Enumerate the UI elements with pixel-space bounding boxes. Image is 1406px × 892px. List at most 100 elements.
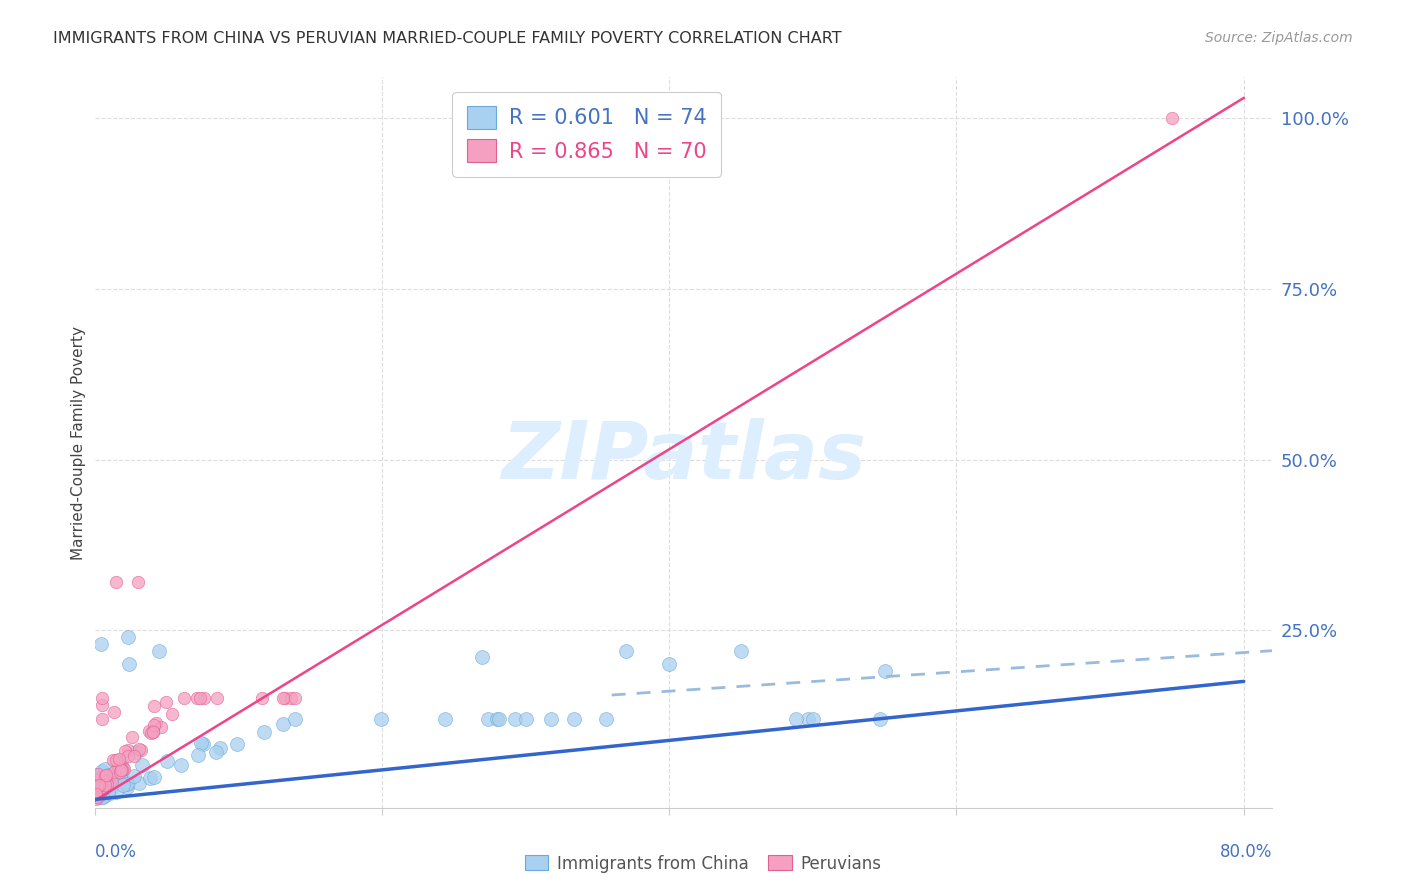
Point: [595, 712, 617, 726]
Point: [486, 712, 509, 726]
Point: [96, 777, 118, 791]
Point: [658, 657, 681, 672]
Point: [103, 705, 125, 719]
Point: [87, 784, 110, 798]
Point: [540, 712, 562, 726]
Point: [128, 776, 150, 790]
Point: [93, 774, 115, 789]
Point: [433, 712, 456, 726]
Point: [89, 780, 111, 794]
Point: [209, 741, 232, 756]
Point: [225, 737, 247, 751]
Point: [252, 691, 274, 706]
Point: [117, 776, 139, 790]
Point: [108, 759, 131, 773]
Point: [103, 765, 125, 780]
Point: [105, 785, 128, 799]
Point: [86, 790, 108, 805]
Point: [107, 752, 129, 766]
Point: [148, 643, 170, 657]
Point: [797, 712, 820, 726]
Point: [730, 643, 752, 657]
Point: [785, 712, 807, 726]
Point: [190, 736, 212, 750]
Point: [139, 726, 162, 740]
Point: [104, 768, 127, 782]
Point: [96, 780, 118, 794]
Point: [139, 772, 162, 786]
Point: [471, 650, 494, 665]
Point: [90, 789, 112, 804]
Point: [110, 756, 132, 770]
Point: [503, 712, 526, 726]
Point: [162, 706, 184, 721]
Point: [110, 768, 132, 782]
Point: [142, 770, 165, 784]
Point: [90, 698, 112, 713]
Point: [104, 765, 127, 780]
Point: [91, 778, 114, 792]
Point: [86, 768, 108, 782]
Point: [131, 757, 153, 772]
Point: [142, 725, 165, 739]
Point: [125, 746, 148, 760]
Point: [86, 784, 108, 798]
Point: [90, 691, 112, 706]
Text: Source: ZipAtlas.com: Source: ZipAtlas.com: [1205, 31, 1353, 45]
Point: [283, 712, 305, 726]
Point: [284, 691, 307, 706]
Point: [86, 772, 108, 787]
Point: [253, 724, 276, 739]
Point: [89, 789, 111, 803]
Point: [142, 723, 165, 738]
Point: [89, 778, 111, 792]
Point: [86, 788, 108, 802]
Point: [188, 691, 211, 706]
Point: [170, 758, 193, 772]
Point: [110, 765, 132, 780]
Point: [207, 691, 229, 706]
Point: [122, 749, 145, 764]
Point: [94, 762, 117, 776]
Point: [112, 762, 135, 776]
Point: [87, 767, 110, 781]
Point: [84, 792, 107, 806]
Point: [271, 717, 294, 731]
Point: [90, 764, 112, 779]
Point: [191, 737, 214, 751]
Point: [274, 691, 297, 706]
Point: [100, 772, 122, 787]
Legend: Immigrants from China, Peruvians: Immigrants from China, Peruvians: [519, 848, 887, 880]
Point: [105, 575, 128, 590]
Point: [84, 772, 107, 787]
Point: [156, 755, 179, 769]
Point: [111, 778, 134, 792]
Point: [104, 753, 127, 767]
Point: [614, 643, 637, 657]
Point: [86, 780, 108, 794]
Point: [477, 712, 499, 726]
Point: [110, 756, 132, 770]
Point: [370, 712, 392, 726]
Text: 0.0%: 0.0%: [94, 843, 136, 862]
Point: [97, 768, 120, 782]
Point: [515, 712, 537, 726]
Point: [155, 695, 177, 709]
Point: [145, 715, 167, 730]
Point: [117, 780, 139, 795]
Point: [101, 774, 124, 789]
Point: [562, 712, 585, 726]
Point: [89, 786, 111, 800]
Point: [86, 788, 108, 802]
Point: [91, 783, 114, 797]
Point: [94, 777, 117, 791]
Point: [94, 769, 117, 783]
Point: [150, 720, 173, 734]
Point: [143, 699, 166, 714]
Point: [90, 780, 112, 795]
Point: [117, 657, 139, 672]
Text: IMMIGRANTS FROM CHINA VS PERUVIAN MARRIED-COUPLE FAMILY POVERTY CORRELATION CHAR: IMMIGRANTS FROM CHINA VS PERUVIAN MARRIE…: [53, 31, 842, 46]
Point: [94, 768, 117, 782]
Point: [91, 790, 114, 805]
Point: [97, 784, 120, 798]
